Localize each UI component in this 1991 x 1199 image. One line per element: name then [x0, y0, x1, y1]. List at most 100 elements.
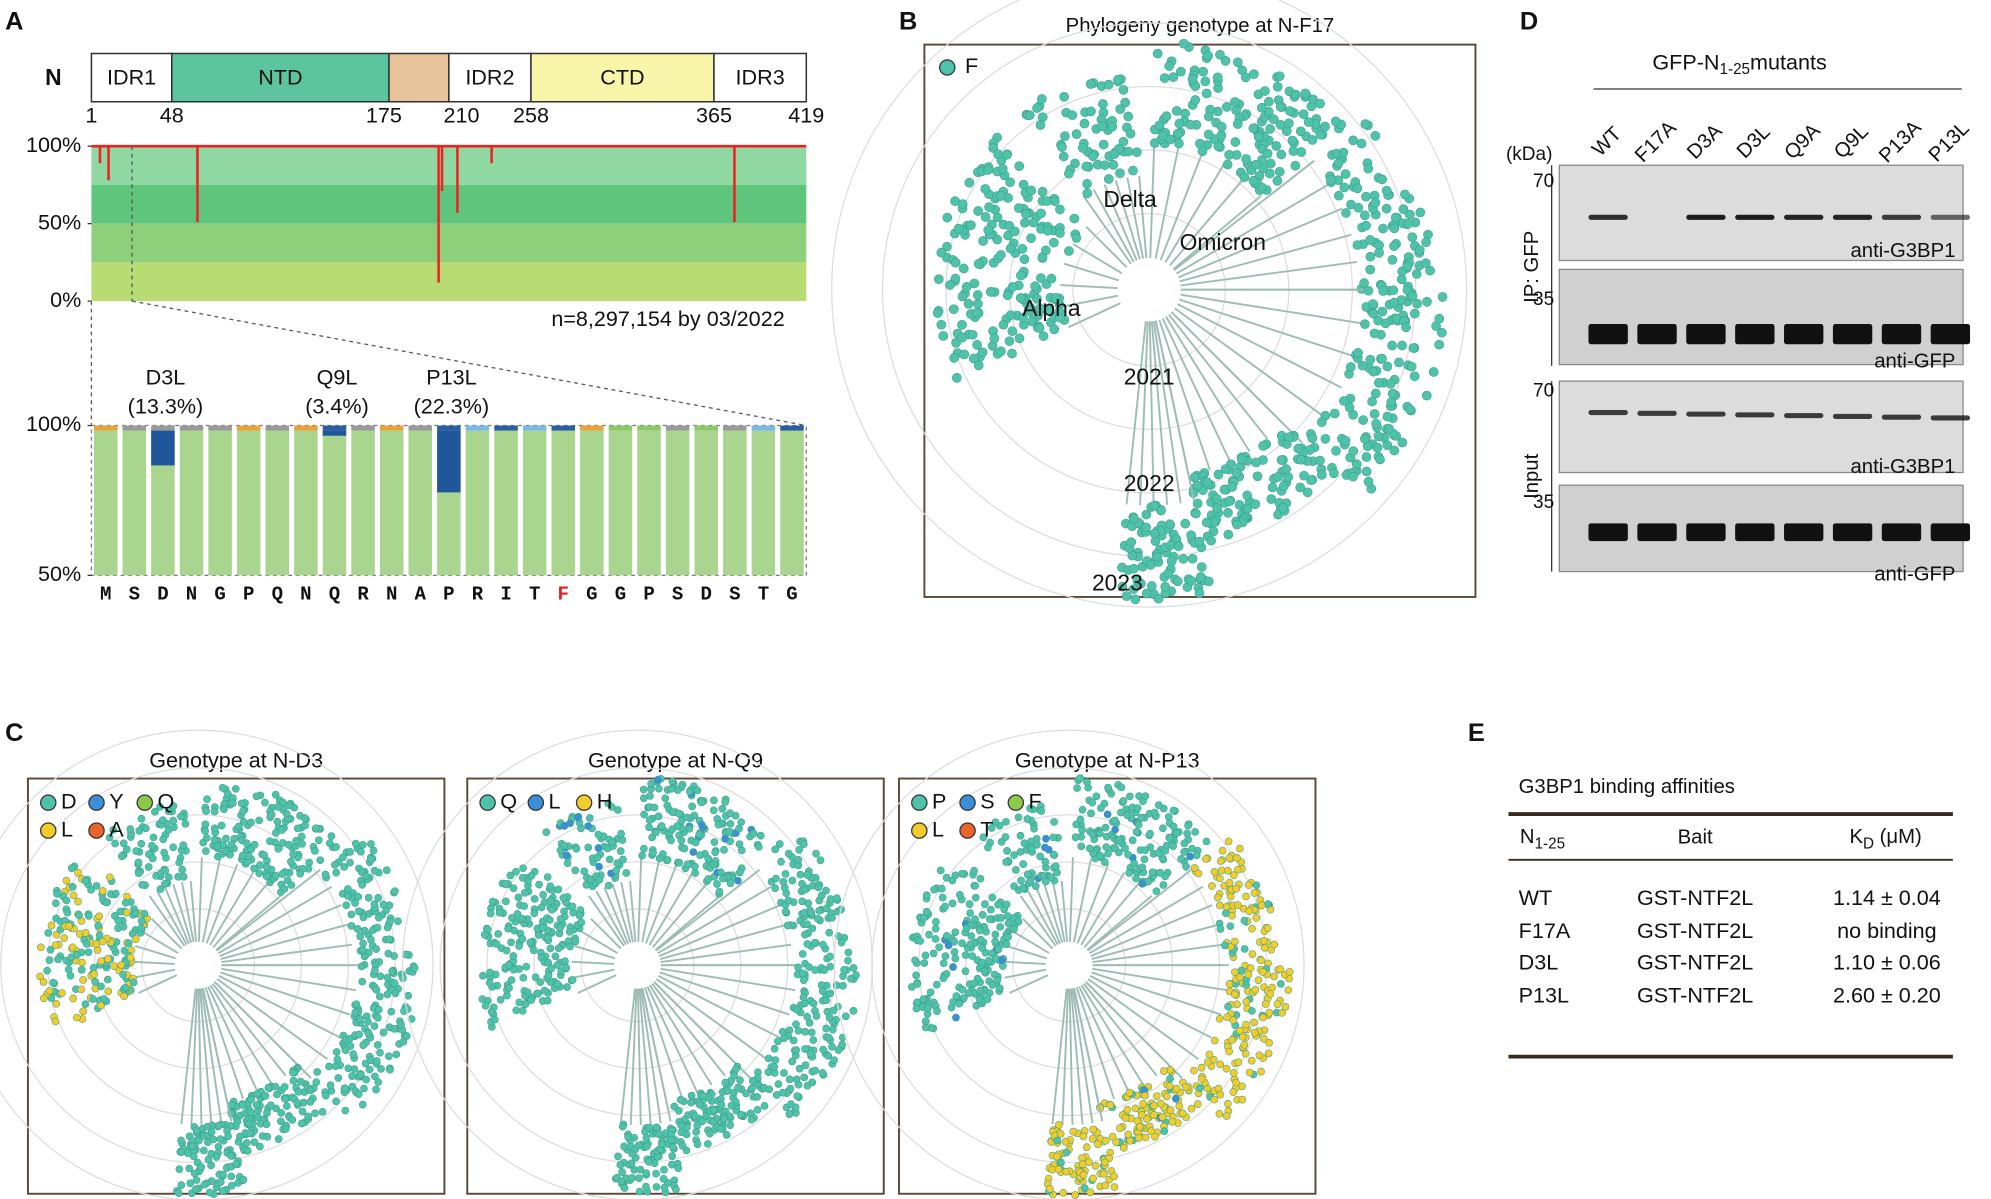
tip [680, 844, 689, 853]
tip [365, 1065, 374, 1074]
tip [645, 1123, 654, 1132]
tip [593, 853, 602, 862]
tip [1174, 138, 1184, 149]
tip [778, 1088, 787, 1097]
tip [216, 1135, 225, 1143]
tip [161, 866, 170, 875]
tip [612, 866, 621, 875]
tip [371, 966, 379, 975]
residue-cap [93, 425, 118, 431]
tip [1030, 824, 1038, 833]
tip [1101, 1136, 1110, 1145]
tip [224, 1132, 232, 1141]
residue-bar [122, 430, 147, 576]
tip [239, 807, 248, 815]
tip [1172, 128, 1183, 139]
tip [104, 987, 113, 996]
tip [993, 976, 1002, 984]
tip [645, 1158, 653, 1166]
tip [79, 976, 87, 984]
tip [957, 320, 967, 330]
tip [1382, 440, 1393, 451]
tip [351, 1008, 360, 1017]
lane-label: P13A [1875, 116, 1926, 167]
tip [318, 1108, 327, 1116]
branch [1070, 988, 1084, 1125]
branch [1060, 880, 1069, 942]
branch [220, 923, 348, 960]
tip [793, 1092, 802, 1100]
tip [1234, 865, 1242, 874]
residue-bar [694, 430, 718, 576]
residue-bar [379, 430, 404, 576]
tip [1117, 581, 1128, 592]
branch [1126, 177, 1145, 259]
tip [1036, 208, 1046, 219]
tip [375, 992, 384, 1001]
branch [180, 988, 197, 1125]
domain-box [713, 52, 808, 103]
branch [1063, 262, 1120, 282]
tip [341, 1046, 350, 1055]
tip [1257, 1067, 1265, 1076]
tip [1160, 581, 1171, 592]
tip [1064, 168, 1074, 179]
branch [595, 890, 627, 946]
tip [502, 946, 511, 955]
tip [227, 840, 236, 849]
tip [518, 1006, 527, 1015]
branch [199, 988, 213, 1125]
tip [1019, 884, 1027, 892]
tip [90, 970, 99, 978]
tip [998, 319, 1009, 330]
legend-label: L [61, 816, 73, 841]
tip [1076, 815, 1085, 824]
tip [377, 1065, 385, 1073]
branch [660, 967, 796, 992]
tip [342, 901, 351, 910]
tip [119, 970, 127, 979]
tip [1132, 575, 1143, 586]
band [1784, 214, 1824, 220]
tip [543, 996, 552, 1005]
tip [376, 1048, 384, 1057]
tip [1148, 868, 1157, 877]
branch [1060, 284, 1118, 289]
tip [273, 817, 282, 826]
tip [760, 1102, 769, 1110]
tip [1255, 1051, 1264, 1060]
tip [1333, 158, 1344, 168]
tip [719, 874, 727, 883]
year-label: 2021 [1124, 364, 1175, 390]
tip [1171, 1094, 1180, 1103]
tip [953, 223, 964, 234]
tip [727, 1101, 736, 1110]
tip [949, 963, 957, 971]
tip [826, 962, 835, 971]
tip [1002, 290, 1013, 301]
tip [661, 794, 670, 803]
tip [325, 1062, 333, 1071]
tip [253, 1090, 261, 1098]
branch [202, 987, 233, 1122]
tip [571, 937, 580, 946]
band [91, 262, 807, 302]
tip [1078, 805, 1087, 814]
tip [379, 900, 388, 909]
tip [1194, 536, 1205, 547]
tip [122, 908, 131, 917]
tip [971, 881, 979, 890]
tip [218, 783, 227, 792]
tip [688, 802, 696, 811]
tip [1276, 980, 1285, 988]
tip [1042, 877, 1050, 886]
tip [989, 333, 1000, 344]
tip [306, 1098, 315, 1106]
tip [1422, 296, 1432, 307]
tip [370, 900, 379, 909]
tip [122, 845, 131, 854]
branch [1161, 317, 1232, 463]
tip [137, 917, 146, 925]
tip [262, 1120, 271, 1129]
branch [212, 882, 269, 948]
